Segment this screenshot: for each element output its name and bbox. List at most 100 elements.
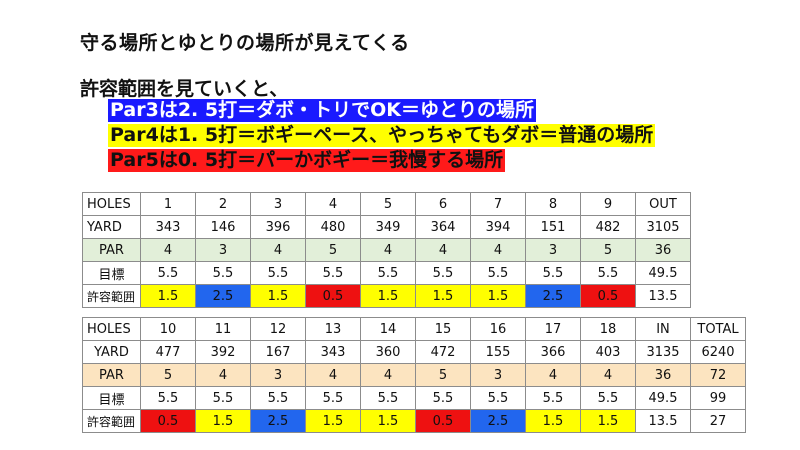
allowance-cell: 1.5 bbox=[305, 409, 361, 433]
yard-cell: 364 bbox=[415, 215, 471, 239]
highlight-par4: Par4は1. 5打＝ボギーペース、やっちゃてもダボ＝普通の場所 bbox=[108, 124, 656, 147]
yard-cell: 151 bbox=[525, 215, 581, 239]
allowance-row: 許容範囲 0.5 1.5 2.5 1.5 1.5 0.5 2.5 1.5 1.5… bbox=[82, 409, 746, 433]
allowance-cell: 1.5 bbox=[580, 409, 636, 433]
par-cell: 4 bbox=[140, 238, 196, 262]
target-cell: 5.5 bbox=[415, 386, 471, 410]
hole-number: 14 bbox=[360, 317, 416, 341]
allowance-cell: 0.5 bbox=[305, 284, 361, 308]
allowance-cell: 0.5 bbox=[580, 284, 636, 308]
row-label-yard: YARD bbox=[82, 340, 141, 364]
page-title: 守る場所とゆとりの場所が見えてくる bbox=[80, 32, 410, 54]
back-nine-scorecard: HOLES 10 11 12 13 14 15 16 17 18 IN TOTA… bbox=[82, 317, 746, 433]
target-cell: 5.5 bbox=[580, 261, 636, 285]
allowance-cell: 1.5 bbox=[140, 284, 196, 308]
hole-number: 6 bbox=[415, 192, 471, 216]
par-cell: 4 bbox=[195, 363, 251, 387]
target-cell: 5.5 bbox=[305, 261, 361, 285]
target-cell: 5.5 bbox=[140, 386, 196, 410]
target-in-total: 49.5 bbox=[635, 386, 691, 410]
yard-cell: 394 bbox=[470, 215, 526, 239]
yard-cell: 366 bbox=[525, 340, 581, 364]
yard-cell: 477 bbox=[140, 340, 196, 364]
allowance-cell: 1.5 bbox=[250, 284, 306, 308]
total-header: TOTAL bbox=[690, 317, 746, 341]
target-cell: 5.5 bbox=[415, 261, 471, 285]
par-cell: 4 bbox=[415, 238, 471, 262]
allowance-cell: 1.5 bbox=[415, 284, 471, 308]
row-label-yard: YARD bbox=[82, 215, 141, 239]
par-cell: 5 bbox=[580, 238, 636, 262]
target-cell: 5.5 bbox=[250, 261, 306, 285]
allowance-cell: 1.5 bbox=[470, 284, 526, 308]
row-label-holes: HOLES bbox=[82, 317, 141, 341]
hole-number: 18 bbox=[580, 317, 636, 341]
par-in-total: 36 bbox=[635, 363, 691, 387]
yard-cell: 343 bbox=[305, 340, 361, 364]
yard-cell: 155 bbox=[470, 340, 526, 364]
par-row: PAR 5 4 3 4 4 5 3 4 4 36 72 bbox=[82, 363, 746, 387]
hole-number: 9 bbox=[580, 192, 636, 216]
target-cell: 5.5 bbox=[525, 261, 581, 285]
hole-number: 15 bbox=[415, 317, 471, 341]
par-cell: 4 bbox=[250, 238, 306, 262]
yard-cell: 360 bbox=[360, 340, 416, 364]
yard-row: YARD 343 146 396 480 349 364 394 151 482… bbox=[82, 215, 691, 239]
hole-number: 16 bbox=[470, 317, 526, 341]
allowance-cell: 1.5 bbox=[195, 409, 251, 433]
par-cell: 3 bbox=[525, 238, 581, 262]
hole-number: 7 bbox=[470, 192, 526, 216]
row-label-target: 目標 bbox=[82, 261, 141, 285]
target-cell: 5.5 bbox=[580, 386, 636, 410]
par-cell: 4 bbox=[525, 363, 581, 387]
holes-row: HOLES 1 2 3 4 5 6 7 8 9 OUT bbox=[82, 192, 691, 216]
hole-number: 3 bbox=[250, 192, 306, 216]
par-cell: 4 bbox=[360, 363, 416, 387]
yard-cell: 146 bbox=[195, 215, 251, 239]
allowance-cell: 0.5 bbox=[415, 409, 471, 433]
yard-cell: 396 bbox=[250, 215, 306, 239]
allowance-cell: 1.5 bbox=[360, 284, 416, 308]
target-cell: 5.5 bbox=[305, 386, 361, 410]
front-nine-scorecard: HOLES 1 2 3 4 5 6 7 8 9 OUT YARD 343 146… bbox=[82, 192, 691, 308]
yard-cell: 392 bbox=[195, 340, 251, 364]
holes-row: HOLES 10 11 12 13 14 15 16 17 18 IN TOTA… bbox=[82, 317, 746, 341]
target-cell: 5.5 bbox=[195, 386, 251, 410]
hole-number: 12 bbox=[250, 317, 306, 341]
yard-row: YARD 477 392 167 343 360 472 155 366 403… bbox=[82, 340, 746, 364]
hole-number: 10 bbox=[140, 317, 196, 341]
allowance-cell: 0.5 bbox=[140, 409, 196, 433]
target-cell: 5.5 bbox=[195, 261, 251, 285]
allowance-cell: 2.5 bbox=[195, 284, 251, 308]
yard-out-total: 3105 bbox=[635, 215, 691, 239]
allowance-cell: 1.5 bbox=[525, 409, 581, 433]
yard-grand-total: 6240 bbox=[690, 340, 746, 364]
hole-number: 11 bbox=[195, 317, 251, 341]
target-cell: 5.5 bbox=[360, 386, 416, 410]
out-header: OUT bbox=[635, 192, 691, 216]
row-label-par: PAR bbox=[82, 363, 141, 387]
hole-number: 1 bbox=[140, 192, 196, 216]
target-grand-total: 99 bbox=[690, 386, 746, 410]
hole-number: 4 bbox=[305, 192, 361, 216]
par-grand-total: 72 bbox=[690, 363, 746, 387]
target-cell: 5.5 bbox=[470, 386, 526, 410]
par-out-total: 36 bbox=[635, 238, 691, 262]
hole-number: 13 bbox=[305, 317, 361, 341]
yard-cell: 482 bbox=[580, 215, 636, 239]
allowance-grand-total: 27 bbox=[690, 409, 746, 433]
yard-cell: 480 bbox=[305, 215, 361, 239]
target-cell: 5.5 bbox=[250, 386, 306, 410]
allowance-row: 許容範囲 1.5 2.5 1.5 0.5 1.5 1.5 1.5 2.5 0.5… bbox=[82, 284, 691, 308]
target-cell: 5.5 bbox=[360, 261, 416, 285]
hole-number: 5 bbox=[360, 192, 416, 216]
hole-number: 2 bbox=[195, 192, 251, 216]
yard-cell: 349 bbox=[360, 215, 416, 239]
row-label-target: 目標 bbox=[82, 386, 141, 410]
target-out-total: 49.5 bbox=[635, 261, 691, 285]
allowance-cell: 2.5 bbox=[250, 409, 306, 433]
par-row: PAR 4 3 4 5 4 4 4 3 5 36 bbox=[82, 238, 691, 262]
in-header: IN bbox=[635, 317, 691, 341]
allowance-cell: 2.5 bbox=[470, 409, 526, 433]
row-label-holes: HOLES bbox=[82, 192, 141, 216]
